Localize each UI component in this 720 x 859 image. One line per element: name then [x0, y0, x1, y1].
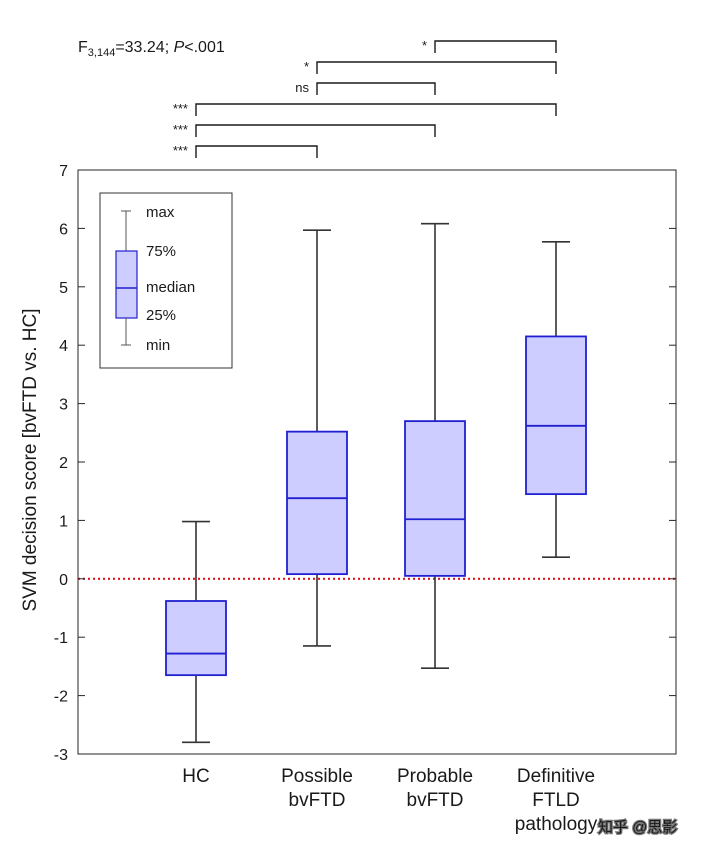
x-category-label: Possible bvFTD: [281, 766, 353, 811]
box-group: [286, 229, 348, 647]
f-statistic-label: F3,144=33.24; P<.001: [78, 39, 225, 59]
interquartile-box: [286, 430, 348, 576]
legend-median-label: median: [146, 279, 195, 296]
significance-label: ***: [173, 101, 188, 116]
y-tick-label: 4: [59, 338, 68, 355]
significance-label: ns: [295, 80, 309, 95]
y-tick-label: -1: [54, 630, 68, 647]
x-category-label-line: Probable: [397, 766, 473, 787]
x-axis-category-labels: HC Possible bvFTD Probable bvFTD Definitive FT…: [182, 766, 597, 835]
y-axis-title: SVM decision score [bvFTD vs. HC]: [20, 308, 41, 611]
y-tick-label: 7: [59, 163, 68, 180]
x-category-label-line: Definitive: [517, 766, 595, 787]
significance-label: *: [422, 38, 427, 53]
significance-bracket: [316, 82, 436, 95]
significance-bracket: [195, 103, 557, 116]
x-category-label-line: FTLD: [532, 790, 580, 811]
legend-min-label: min: [146, 337, 170, 354]
box-group: [404, 222, 466, 669]
f-statistic-subscript: 3,144: [88, 47, 116, 59]
x-category-label-line: bvFTD: [289, 790, 346, 811]
y-tick-label: 0: [59, 572, 68, 589]
significance-bracket: [316, 61, 557, 74]
x-category-label: Definitive FTLD pathology: [515, 766, 598, 835]
x-category-label: Probable bvFTD: [397, 766, 473, 811]
legend-max-label: max: [146, 204, 175, 221]
y-tick-label: 3: [59, 397, 68, 414]
x-category-label-line: bvFTD: [407, 790, 464, 811]
interquartile-box: [165, 600, 227, 677]
legend: max 75% median 25% min: [99, 192, 233, 369]
significance-bracket: [195, 124, 436, 137]
y-tick-label: 5: [59, 280, 68, 297]
box-group: [525, 241, 587, 558]
x-category-label: HC: [182, 766, 209, 787]
interquartile-box: [404, 420, 466, 577]
x-category-label-line: Possible: [281, 766, 353, 787]
significance-bracket: [434, 40, 557, 53]
box-group: [165, 520, 227, 744]
watermark-text: 知乎 @思影: [598, 819, 677, 836]
y-tick-label: 1: [59, 513, 68, 530]
legend-box-swatch: [115, 250, 138, 319]
legend-q3-label: 75%: [146, 243, 176, 260]
significance-brackets: * * ns *** *** ***: [173, 38, 557, 158]
y-tick-label: -3: [54, 747, 68, 764]
significance-bracket: [195, 145, 318, 158]
box-series: [165, 222, 587, 744]
significance-label: *: [304, 59, 309, 74]
y-tick-label: -2: [54, 689, 68, 706]
y-axis-ticks: -3 -2 -1 0 1 2 3 4 5 6 7: [54, 163, 676, 764]
significance-label: ***: [173, 143, 188, 158]
y-tick-label: 2: [59, 455, 68, 472]
interquartile-box: [525, 335, 587, 496]
legend-q1-label: 25%: [146, 307, 176, 324]
y-tick-label: 6: [59, 221, 68, 238]
significance-label: ***: [173, 122, 188, 137]
x-category-label-line: pathology: [515, 814, 598, 835]
x-category-label-line: HC: [182, 766, 209, 787]
